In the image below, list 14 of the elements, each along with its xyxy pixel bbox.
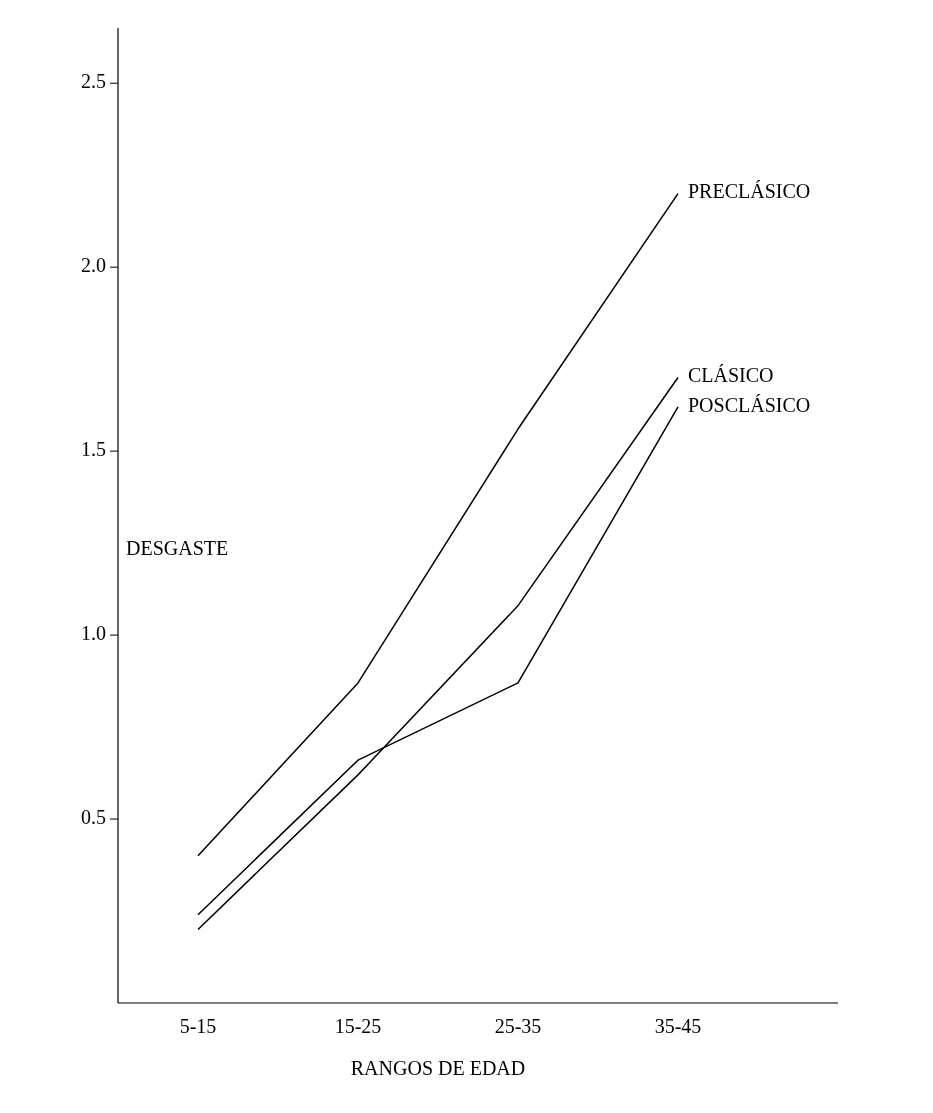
x-axis-title: RANGOS DE EDAD [350,1057,526,1079]
y-tick-label: 1.0 [81,621,106,644]
x-tick-label: 15-25 [334,1015,382,1037]
y-tick-label: 2.0 [81,253,106,276]
x-tick-label: 35-45 [654,1015,702,1037]
y-tick-label: 1.5 [81,437,106,460]
series-label: PRECLÁSICO [688,180,811,203]
series-label: POSCLÁSICO [688,393,811,416]
x-tick-label: 5-15 [179,1015,217,1037]
x-tick-label: 25-35 [494,1015,542,1037]
y-axis-title: DESGASTE [126,536,229,559]
y-tick-label: 0.5 [81,805,106,828]
series-label: CLÁSICO [688,364,774,387]
y-tick-label: 2.5 [81,69,106,92]
